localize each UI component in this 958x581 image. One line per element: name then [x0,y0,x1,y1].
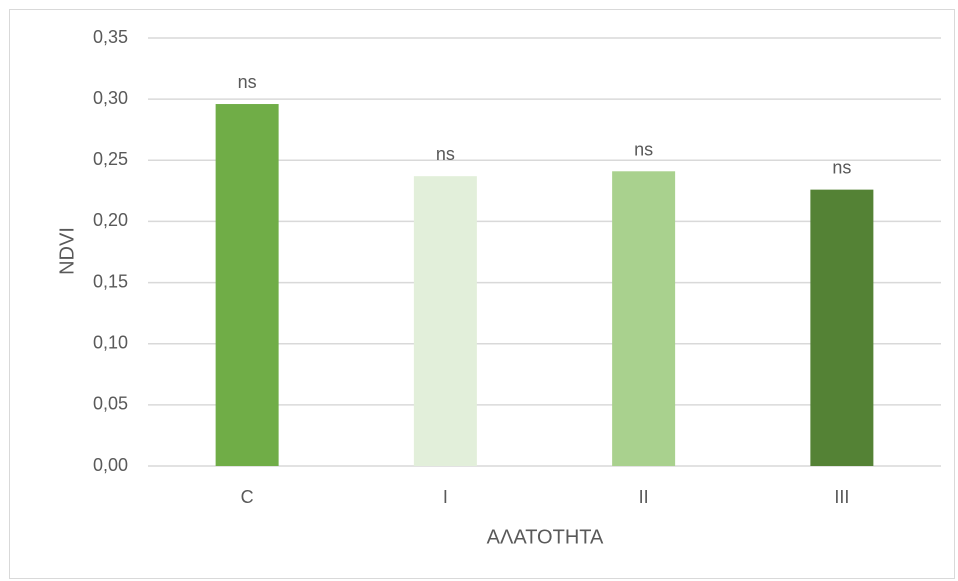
y-tick-label: 0,30 [93,88,128,108]
y-tick-label: 0,15 [93,271,128,291]
x-tick-label: III [834,487,849,507]
bar-ii [612,171,676,466]
data-labels: ns ns ns ns [238,72,852,178]
y-axis-title: NDVI [56,227,78,275]
data-label-i: ns [436,144,455,164]
x-tick-label: C [241,487,254,507]
bars [215,104,874,467]
bar-i [413,176,477,466]
gridlines [148,37,941,467]
data-label-ii: ns [634,139,653,159]
y-tick-label: 0,20 [93,210,128,230]
y-tick-label: 0,05 [93,394,128,414]
x-axis-ticks: C I II III [241,487,850,507]
data-label-iii: ns [832,158,851,178]
x-tick-label: I [443,487,448,507]
y-tick-label: 0,35 [93,27,128,47]
bar-c [215,104,279,466]
y-tick-label: 0,10 [93,332,128,352]
data-label-c: ns [238,72,257,92]
bar-iii [810,189,874,467]
x-axis-title: ΑΛΑΤΟΤΗΤΑ [487,526,604,548]
y-tick-label: 0,25 [93,149,128,169]
y-tick-label: 0,00 [93,455,128,475]
x-tick-label: II [639,487,649,507]
chart-frame [9,9,955,579]
y-axis-ticks: 0,00 0,05 0,10 0,15 0,20 0,25 0,30 0,35 [93,27,128,475]
